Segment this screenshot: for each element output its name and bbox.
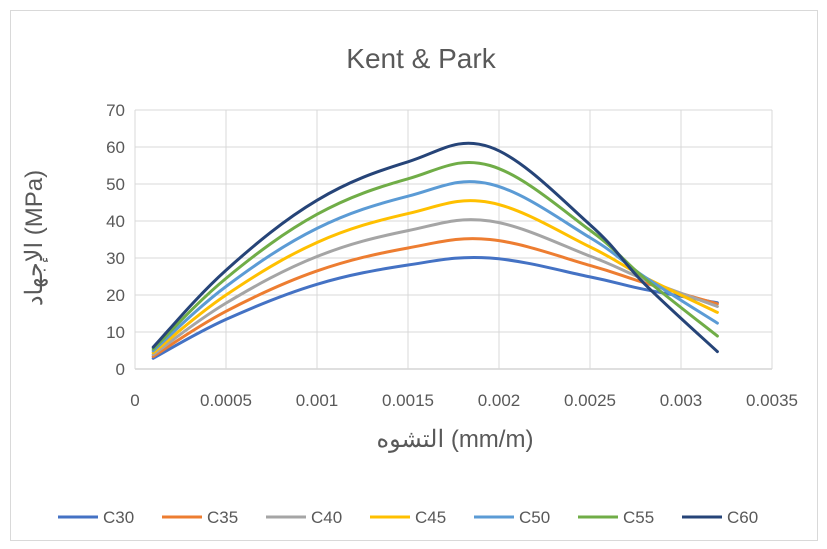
y-tick-label: 20 [106,286,125,305]
y-tick-label: 50 [106,175,125,194]
legend: C30 C35 C40 C45 C50 C55 C60 [58,508,758,527]
y-tick-label: 0 [116,360,125,379]
x-tick-label: 0.0025 [564,391,616,410]
chart-frame [10,10,818,541]
y-tick-label: 10 [106,323,125,342]
y-tick-label: 40 [106,212,125,231]
legend-label-c30: C30 [103,508,134,527]
x-tick-label: 0.002 [478,391,521,410]
x-axis-label: التشوه (mm/m) [377,426,534,453]
series-line-c55 [151,160,719,351]
legend-label-c60: C60 [727,508,758,527]
series-group [151,141,719,360]
legend-label-c55: C55 [623,508,654,527]
legend-label-c50: C50 [519,508,550,527]
y-axis-label: الإجهاد (MPa) [21,170,48,306]
x-tick-label: 0.001 [296,391,339,410]
x-tick-label: 0.0005 [200,391,252,410]
x-tick-label: 0.0035 [746,391,798,410]
x-tick-label: 0.0015 [382,391,434,410]
series-line-c60 [151,141,719,354]
ticks: 0 10 20 30 40 50 60 70 0 0.0005 0.001 0.0015 0.002 0.… [106,101,798,410]
legend-label-c40: C40 [311,508,342,527]
y-tick-label: 30 [106,249,125,268]
chart-title: Kent & Park [346,43,496,74]
series-line-c30 [151,255,719,360]
series-line-c35 [151,237,719,358]
legend-label-c45: C45 [415,508,446,527]
x-tick-label: 0 [130,391,139,410]
y-tick-label: 70 [106,101,125,120]
series-line-c40 [151,218,719,357]
grid [134,109,773,370]
x-tick-label: 0.003 [660,391,703,410]
y-tick-label: 60 [106,138,125,157]
legend-label-c35: C35 [207,508,238,527]
